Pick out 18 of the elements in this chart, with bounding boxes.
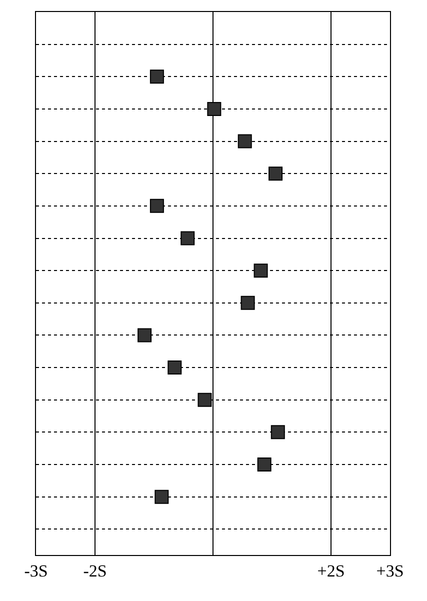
point [240,296,255,310]
x-tick-label: +2S [317,562,345,581]
point [257,458,272,472]
point [270,425,285,440]
point [138,328,152,342]
point [198,392,212,407]
point [168,360,182,375]
point [180,231,195,246]
point [150,198,164,213]
point [207,102,222,116]
x-tick-label: -2S [83,562,107,581]
point [238,134,252,148]
x-tick-label: -3S [24,562,48,581]
point [268,166,283,181]
x-tick-label: +3S [376,562,404,581]
point [254,264,268,278]
point [150,70,164,84]
point [154,490,169,504]
